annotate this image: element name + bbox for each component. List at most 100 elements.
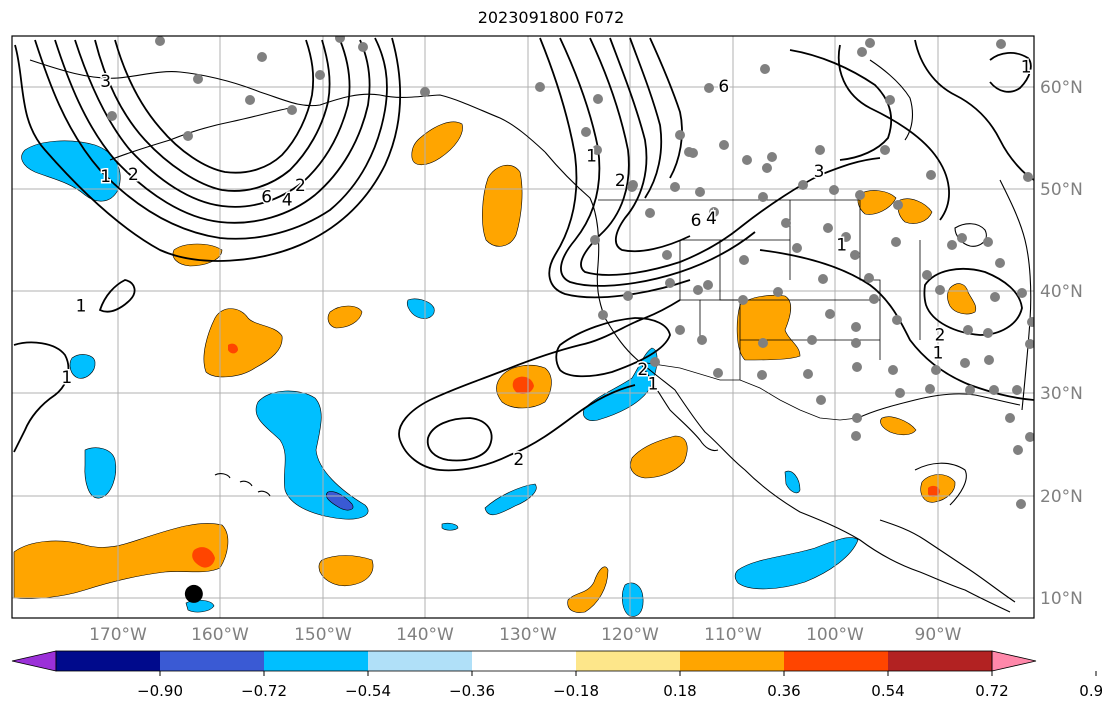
pos-anomaly-gulf [880,416,917,436]
contour-label: 2 [615,171,626,191]
lon-tick-labels: 170°W 160°W 150°W 140°W 130°W 120°W 110°… [89,625,962,645]
neg-anomaly-central-pacific [255,390,369,520]
pos-anomaly-north-dakota [857,190,897,215]
colorbar-segment [264,651,368,671]
contour-label: 6 [691,211,702,231]
contour-pacific-inner [426,417,493,462]
contour-label: 6 [261,187,272,207]
lon-tick-label: 90°W [915,625,962,645]
lon-tick-label: 150°W [294,625,352,645]
contour-label: 2 [637,360,648,380]
pos-anomaly-east-pacific [630,435,688,479]
contour-lines [13,37,1034,472]
colorbar-segment [784,651,888,671]
yucatan [914,462,967,506]
pos-anomaly-south-center [567,566,609,613]
lat-tick-label: 50°N [1040,180,1083,200]
neg-anomaly-mid [484,483,537,516]
lon-tick-label: 160°W [191,625,249,645]
pos-anomaly-south-west [13,523,229,600]
contour-offshore-ring [555,317,671,378]
pos-anomaly-southwest-us [736,294,801,361]
contour-label: 3 [814,162,825,182]
colorbar-label: 0.90 [1079,682,1102,700]
contour-small-loop [98,279,136,313]
contour-label: 4 [282,190,293,210]
colorbar-label: −0.18 [553,682,599,700]
neg-anomaly-tiny-3 [441,522,459,531]
colorbar-frame [55,650,993,672]
colorbar-segment [680,651,784,671]
contour-low-outer [14,37,401,262]
colorbar-extend-max [991,650,1037,672]
colorbar-label: 0.18 [663,682,696,700]
contour-label: 2 [128,165,139,185]
pos-anomaly-small-d [327,305,363,329]
contour-label: 3 [100,72,111,92]
strong-pos-core-b [192,547,215,568]
contour-label: 1 [100,167,111,187]
neg-anomaly-small-b [69,354,96,379]
map-area [12,36,1034,618]
contour-subtropical [759,249,1034,401]
colorbar-label: −0.90 [137,682,183,700]
colorbar-segment [56,651,160,671]
large-black-dot [184,584,203,603]
colorbar-segment [368,651,472,671]
contour-label: 2 [295,176,306,196]
colorbar-label: −0.36 [449,682,495,700]
contour-label: 6 [718,77,729,97]
pos-anomaly-ontario [897,198,933,224]
figure-title: 2023091800 F072 [477,8,625,27]
neg-anomaly-mexico-south [734,537,859,590]
colorbar-segment [472,651,576,671]
contour-label: 1 [1021,58,1032,78]
contour-west-edge [13,341,70,453]
pos-anomaly-gulf-alaska [482,164,523,247]
neg-anomaly-small-c [407,298,435,319]
colorbar-label: 0.72 [975,682,1008,700]
contour-label: 1 [586,146,597,166]
contour-east [914,39,1034,181]
contour-label: 1 [61,368,72,388]
hudson-bay [869,59,914,141]
gulf-coast [857,393,1021,419]
pos-anomaly-south-mid [318,555,374,587]
contour-label: 1 [836,235,847,255]
contour-midwest [837,44,950,221]
strong-pos-core-c [228,343,238,354]
contour-pacific-low [398,299,681,441]
colorbar-segment [576,651,680,671]
west-coast [544,151,1011,613]
colorbar-label: 0.54 [871,682,904,700]
colorbar-label: −0.54 [345,682,391,700]
colorbar-segment [160,651,264,671]
lon-tick-label: 100°W [806,625,864,645]
pos-anomaly-alaska-coast [411,121,463,166]
lat-tick-label: 60°N [1040,78,1083,98]
lon-tick-label: 120°W [601,625,659,645]
pos-anomaly-hawaii-north [203,308,283,378]
strong-pos-core-a [512,376,534,394]
colorbar-extend-min [11,650,57,672]
lon-tick-label: 140°W [396,625,454,645]
contour-se-ring [923,268,1023,336]
contour-label: 4 [706,209,717,229]
contour-label: 2 [513,450,524,470]
east-coast [999,179,1032,411]
lat-tick-label: 20°N [1040,487,1083,507]
lon-tick-label: 130°W [499,625,557,645]
station-markers [107,36,1034,509]
lat-tick-label: 10°N [1040,589,1083,609]
colorbar: −0.90 −0.72 −0.54 −0.36 −0.18 0.18 0.36 0.54 0.7… [11,650,1102,700]
lat-tick-label: 30°N [1040,384,1083,404]
contour-label: 2 [935,325,946,345]
strong-pos-core-d [928,485,940,497]
colorbar-segment [888,651,992,671]
neg-anomaly-small-a [84,447,117,499]
aleutian-chain [109,107,291,161]
lat-tick-label: 40°N [1040,282,1083,302]
contour-label: 1 [648,374,659,394]
